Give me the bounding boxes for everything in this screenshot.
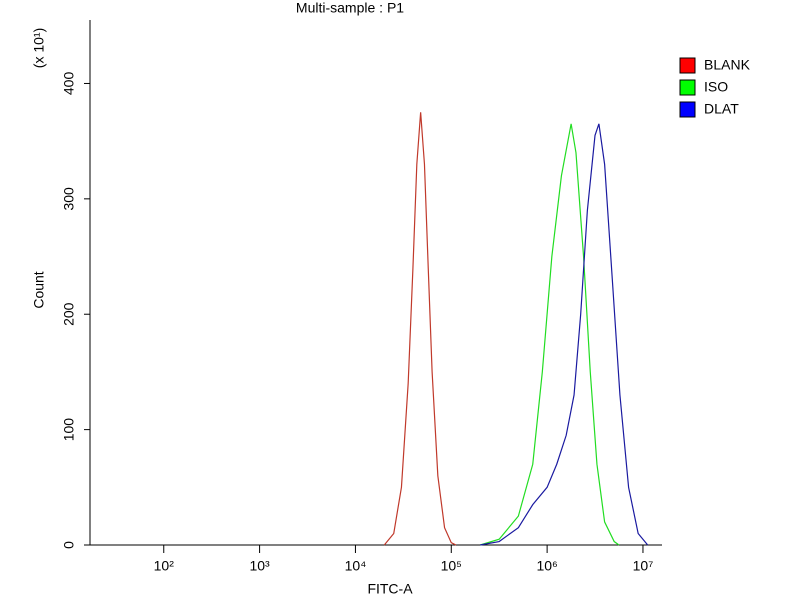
y-tick-label: 300 bbox=[61, 187, 77, 211]
x-axis-label: FITC-A bbox=[367, 581, 413, 597]
legend-label: ISO bbox=[704, 79, 728, 95]
x-tick-label: 10² bbox=[154, 558, 175, 574]
legend-swatch bbox=[679, 57, 696, 74]
x-tick-label: 10⁵ bbox=[441, 558, 462, 574]
y-tick-label: 0 bbox=[61, 541, 77, 549]
legend-label: BLANK bbox=[704, 57, 751, 73]
chart-title: Multi-sample : P1 bbox=[296, 0, 404, 16]
x-tick-label: 10⁴ bbox=[345, 558, 367, 574]
y-multiplier: (x 10¹) bbox=[31, 28, 47, 68]
y-tick-label: 200 bbox=[61, 302, 77, 326]
x-tick-label: 10³ bbox=[249, 558, 270, 574]
y-axis-label: Count bbox=[31, 271, 47, 308]
legend-label: DLAT bbox=[704, 101, 739, 117]
histogram-line bbox=[479, 123, 620, 546]
x-tick-label: 10⁷ bbox=[633, 558, 654, 574]
legend-swatch bbox=[679, 101, 696, 118]
x-tick-label: 10⁶ bbox=[536, 558, 557, 574]
y-tick-label: 400 bbox=[61, 72, 77, 96]
histogram-line bbox=[383, 112, 457, 546]
legend-swatch bbox=[679, 79, 696, 96]
y-tick-label: 100 bbox=[61, 418, 77, 442]
histogram-line bbox=[480, 123, 649, 546]
